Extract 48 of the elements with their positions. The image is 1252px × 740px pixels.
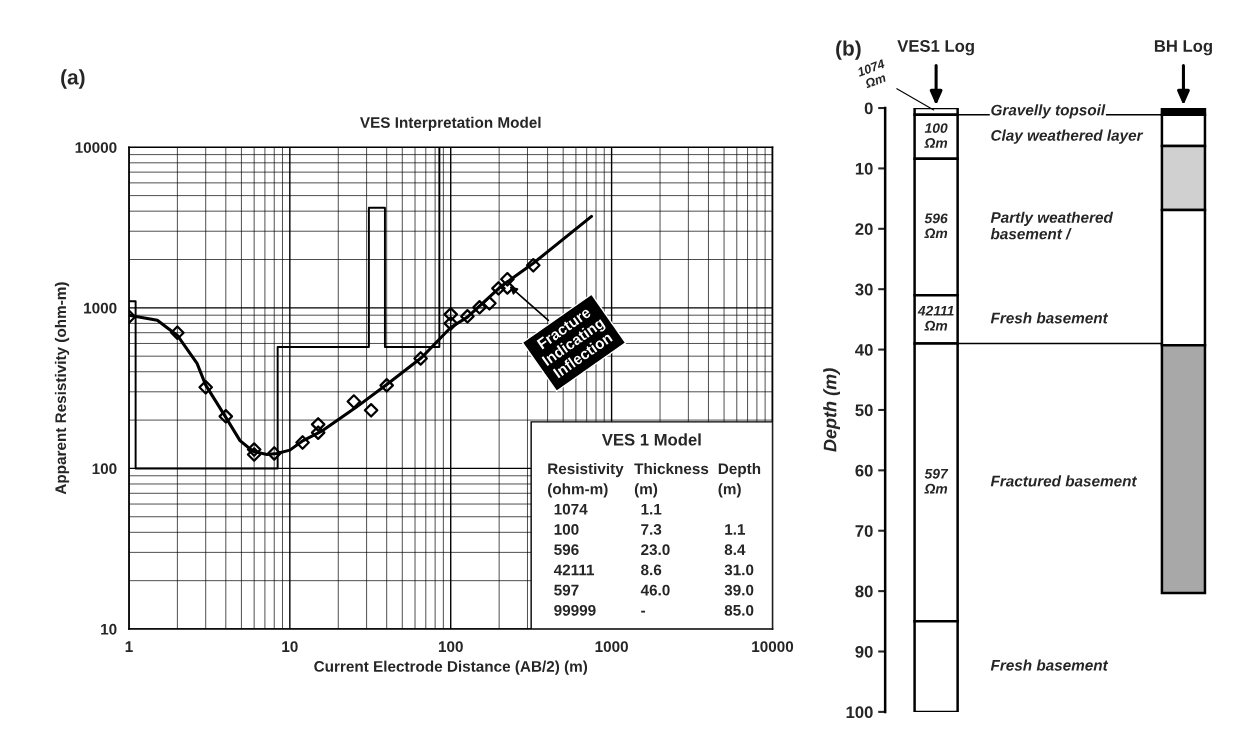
x-tick-label: VES1 Log (897, 40, 974, 56)
x-tick-label: 1000 (595, 641, 628, 653)
y-tick-label: 50 (855, 404, 873, 417)
annotation: 100 Ωm (924, 123, 948, 148)
text: 597 46.0 39.0 (554, 584, 754, 596)
y-tick-label: 80 (855, 585, 873, 598)
text: 100 7.3 1.1 (554, 524, 746, 535)
y-tick-label: 30 (855, 283, 873, 296)
y-axis-title: Depth (m) (823, 368, 840, 452)
text: 99999 - 85.0 (554, 604, 754, 616)
annotation: Fractured basement (990, 475, 1138, 487)
annotation: VES 1 Model (601, 433, 701, 446)
annotation: 597 Ωm (924, 468, 949, 494)
y-tick-label: 10 (101, 623, 117, 635)
annotation: Gravelly topsoil (991, 104, 1106, 119)
annotation: Resistivity Thickness Depth (548, 462, 761, 478)
y-tick-label: 40 (855, 343, 873, 356)
y-tick-label: 100 (846, 706, 873, 719)
text: 1074 1.1 (554, 503, 662, 515)
y-tick-label: 100 (92, 463, 117, 475)
y-tick-label: 0 (864, 102, 873, 115)
x-tick-label: BH Log (1154, 40, 1212, 56)
annotation: 1074 Ωm (856, 59, 887, 89)
y-tick-label: 10 (855, 162, 873, 175)
y-tick-label: 10000 (75, 142, 117, 153)
y-tick-label: 1000 (84, 302, 117, 314)
x-axis-title: Current Electrode Distance (AB/2) (m) (314, 660, 588, 675)
annotation: Partly weathered basement / (990, 211, 1114, 240)
x-tick-label: 10000 (752, 641, 794, 653)
text: (ohm-m) (m) (m) (548, 483, 741, 498)
x-tick-label: 1 (125, 641, 133, 652)
chart-title: VES Interpretation Model (360, 116, 541, 131)
text: 596 23.0 8.4 (554, 544, 746, 556)
annotation: Clay weathered layer (991, 129, 1144, 144)
annotation: 42111 Ωm (917, 305, 954, 331)
y-tick-label: 20 (855, 223, 873, 236)
y-tick-label: 90 (855, 645, 873, 658)
annotation: Fresh basement (990, 659, 1109, 671)
x-tick-label: 100 (438, 641, 463, 653)
text: (b) (836, 40, 861, 60)
y-axis-title: Apparent Resistivity (ohm-m) (54, 282, 70, 495)
y-tick-label: 60 (855, 464, 873, 477)
y-tick-label: 70 (855, 525, 873, 537)
text: 42111 8.6 31.0 (553, 564, 754, 576)
text: (a) (61, 69, 85, 89)
x-tick-label: 10 (282, 641, 298, 653)
annotation: 596 Ωm (924, 213, 948, 239)
annotation: Fresh basement (990, 312, 1109, 324)
